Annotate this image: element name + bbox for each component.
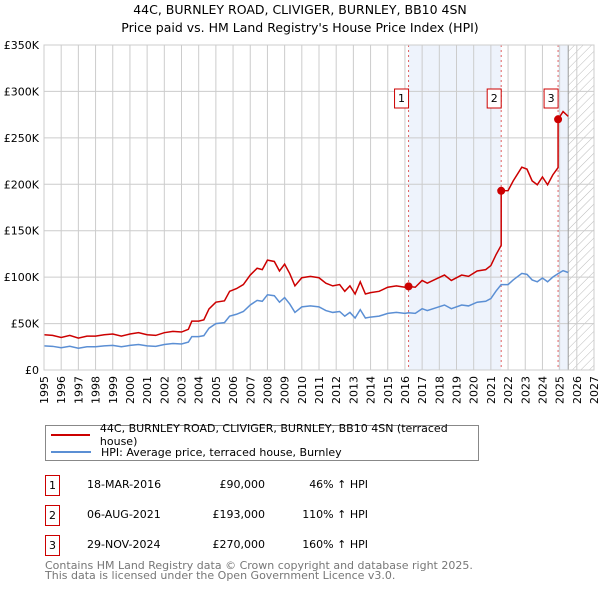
chart-subtitle: Price paid vs. HM Land Registry's House …: [121, 20, 479, 35]
x-tick-label: 1997: [72, 376, 85, 404]
x-tick-label: 2020: [468, 376, 481, 404]
y-tick-label: £300K: [4, 85, 40, 98]
x-tick-label: 2000: [124, 376, 137, 404]
sale-hpi-diff: 160% ↑ HPI: [302, 538, 368, 551]
x-tick-label: 2014: [365, 376, 378, 404]
legend-swatch-red: [51, 434, 90, 436]
sale-price: £193,000: [212, 508, 266, 521]
sale-label-number: 1: [398, 92, 405, 105]
x-tick-label: 2010: [296, 376, 309, 404]
x-tick-label: 2011: [313, 376, 326, 404]
x-tick-label: 2003: [176, 376, 189, 404]
x-tick-label: 2012: [330, 376, 343, 404]
x-tick-label: 2018: [433, 376, 446, 404]
x-tick-label: 2022: [502, 376, 515, 404]
sale-price: £90,000: [219, 478, 266, 491]
legend-label: 44C, BURNLEY ROAD, CLIVIGER, BURNLEY, BB…: [99, 422, 448, 448]
shaded-period: [408, 45, 502, 370]
legend-item-price-paid: 44C, BURNLEY ROAD, CLIVIGER, BURNLEY, BB…: [51, 422, 478, 448]
sale-label-box: [543, 88, 559, 109]
footer-copyright: Contains HM Land Registry data © Crown c…: [45, 559, 473, 572]
chart-title: 44C, BURNLEY ROAD, CLIVIGER, BURNLEY, BB…: [133, 2, 467, 17]
x-tick-label: 2019: [451, 376, 464, 404]
x-tick-label: 2001: [141, 376, 154, 404]
x-tick-label: 2017: [416, 376, 429, 404]
sale-price: £270,000: [212, 538, 266, 551]
x-tick-label: 1995: [38, 376, 51, 404]
sale-point: [554, 115, 563, 124]
y-tick-label: £200K: [4, 178, 40, 191]
x-tick-label: 2015: [382, 376, 395, 404]
x-tick-label: 2023: [519, 376, 532, 404]
x-tick-label: 2016: [399, 376, 412, 404]
sale-label-box: [394, 88, 410, 109]
footer-licence: This data is licensed under the Open Gov…: [45, 569, 396, 582]
x-tick-label: 2026: [571, 376, 584, 404]
x-tick-label: 2004: [193, 376, 206, 404]
legend: 44C, BURNLEY ROAD, CLIVIGER, BURNLEY, BB…: [45, 422, 479, 461]
sale-number-badge: 3: [45, 535, 60, 556]
y-tick-label: £100K: [4, 271, 40, 284]
legend-swatch-blue: [51, 451, 91, 453]
x-tick-label: 1999: [107, 376, 120, 404]
x-tick-label: 2006: [227, 376, 240, 404]
x-tick-label: 2002: [158, 376, 171, 404]
legend-label: HPI: Average price, terraced house, Burn…: [101, 445, 342, 459]
y-tick-label: £0: [25, 364, 39, 377]
x-tick-label: 2027: [588, 376, 600, 404]
plot-border: [43, 44, 595, 371]
sale-date: 06-AUG-2021: [87, 508, 161, 521]
legend-item-hpi: HPI: Average price, terraced house, Burn…: [51, 444, 342, 460]
hpi-line: [43, 269, 569, 349]
x-tick-label: 2007: [244, 376, 257, 404]
x-tick-label: 1998: [90, 376, 103, 404]
sale-hpi-diff: 46% ↑ HPI: [309, 478, 368, 491]
sale-label-box: [486, 88, 502, 109]
y-tick-label: £250K: [4, 132, 40, 145]
sale-label-number: 3: [548, 92, 555, 105]
sale-point: [497, 186, 506, 195]
x-tick-label: 2009: [279, 376, 292, 404]
x-tick-label: 2008: [261, 376, 274, 404]
x-tick-label: 2024: [536, 376, 549, 404]
shaded-period: [558, 45, 569, 370]
sale-point: [404, 282, 413, 291]
sale-number-badge: 2: [45, 505, 60, 526]
sale-row: 1 18-MAR-2016 £90,000 46% ↑ HPI: [45, 475, 445, 496]
plot-area: 1995 1996 1997 1998 1999 2000 2001 2002 2003 2004…: [4, 39, 600, 404]
x-tick-label: 2025: [554, 376, 567, 404]
price-paid-line: [43, 110, 569, 339]
sale-hpi-diff: 110% ↑ HPI: [302, 508, 368, 521]
sale-label-number: 2: [491, 92, 498, 105]
sale-date: 29-NOV-2024: [87, 538, 161, 551]
x-tick-label: 2013: [347, 376, 360, 404]
y-tick-label: £150K: [4, 225, 40, 238]
sale-row: 2 06-AUG-2021 £193,000 110% ↑ HPI: [45, 505, 445, 526]
x-tick-label: 2005: [210, 376, 223, 404]
sale-number-badge: 1: [45, 475, 60, 496]
y-tick-label: £350K: [4, 39, 40, 52]
y-tick-label: £50K: [11, 318, 40, 331]
sale-row: 3 29-NOV-2024 £270,000 160% ↑ HPI: [45, 535, 445, 556]
forecast-hatch: [568, 45, 594, 370]
x-tick-label: 2021: [485, 376, 498, 404]
x-tick-label: 1996: [55, 376, 68, 404]
sale-date: 18-MAR-2016: [87, 478, 162, 491]
